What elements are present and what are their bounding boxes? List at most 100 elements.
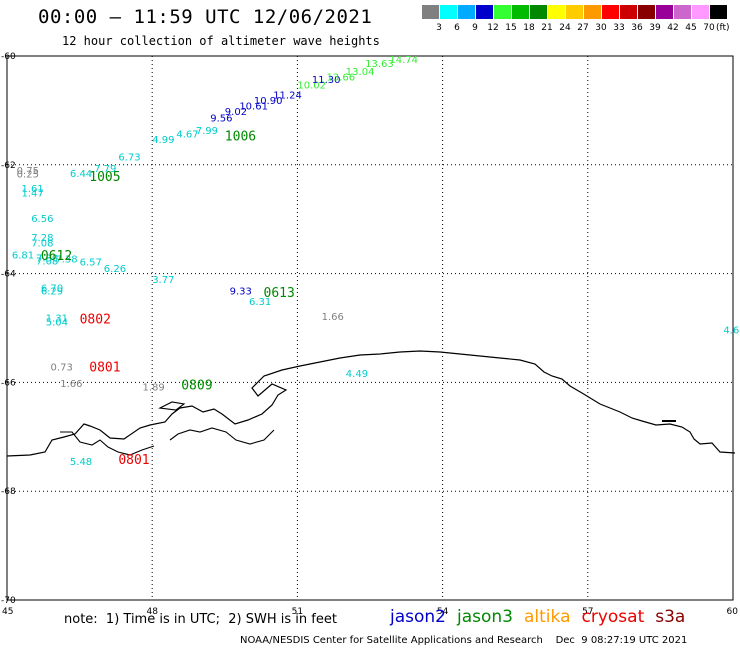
wave-height-value: 11.24: [273, 90, 302, 101]
x-tick-label: 51: [292, 607, 303, 617]
wave-height-value: 7.08: [31, 238, 53, 249]
wave-height-value: 4.99: [152, 135, 174, 146]
legend-swatch: [422, 5, 439, 19]
legend-swatch: [674, 5, 691, 19]
legend-label: 15: [505, 23, 517, 33]
wave-height-value: 5.48: [70, 457, 92, 468]
legend-swatch: [530, 5, 547, 19]
legend-swatch: [476, 5, 493, 19]
pass-time-label: 1006: [225, 129, 256, 144]
wave-height-value: 6.44: [70, 169, 92, 180]
y-tick-label: -64: [1, 270, 16, 280]
wave-height-value: 1.66: [322, 312, 344, 323]
legend-swatch: [692, 5, 709, 19]
pass-time-label: 0802: [80, 313, 111, 328]
lat-lon-grid: [7, 56, 733, 600]
y-tick-label: -70: [1, 596, 16, 606]
legend-label: 39: [649, 23, 661, 33]
wave-height-value: 6.73: [118, 152, 140, 163]
wave-height-value: 13.66: [326, 72, 355, 83]
wave-height-value: 10.61: [239, 101, 268, 112]
pass-time-label: 0801: [89, 361, 120, 376]
pass-time-label: 0613: [264, 286, 295, 301]
wave-height-value: 1.66: [60, 379, 82, 390]
wave-height-value: 0.75: [17, 166, 39, 177]
legend-label: 18: [523, 23, 535, 33]
satellite-name: cryosat: [581, 607, 645, 627]
legend-label: 24: [559, 23, 571, 33]
legend-label: 36: [631, 23, 643, 33]
wave-height-value: 14.74: [389, 55, 418, 66]
satellite-name: s3a: [655, 607, 686, 627]
wave-height-value: 6.29: [41, 286, 63, 297]
legend-swatch: [656, 5, 673, 19]
legend-label: 21: [541, 23, 553, 33]
antarctica-coastline: [6, 350, 736, 457]
legend-label: 45: [685, 23, 697, 33]
legend-label: 27: [577, 23, 589, 33]
axis-tick-labels: 45 48 51 54 57 60 -60 -62 -64 -66 -68 -70: [1, 52, 738, 617]
wave-height-value: 6.26: [104, 264, 126, 275]
coastline-inlet: [60, 431, 155, 456]
wave-height-value: 4.49: [346, 369, 368, 380]
wave-height-value: 9.56: [210, 113, 232, 124]
legend-swatch: [458, 5, 475, 19]
x-tick-label: 45: [2, 607, 13, 617]
legend-unit: (ft): [716, 23, 730, 33]
legend-swatch: [638, 5, 655, 19]
satellite-legend: jason2 jason3 altika cryosat s3a: [390, 607, 696, 627]
legend-label: 70: [703, 23, 715, 33]
wave-height-value: 10.90: [254, 96, 283, 107]
satellite-name: jason3: [457, 607, 513, 627]
wave-height-value: 7.28: [31, 233, 53, 244]
legend-swatch: [566, 5, 583, 19]
satellite-name: altika: [524, 607, 571, 627]
wave-height-value: 5.04: [46, 317, 68, 328]
x-tick-label: 54: [437, 607, 449, 617]
island: [158, 401, 186, 411]
legend-label: 30: [595, 23, 607, 33]
legend-swatch: [494, 5, 511, 19]
observation-labels: 0.750.251.611.476.567.287.086.81 7.307.08…: [12, 55, 739, 468]
satellite-name: jason2: [390, 607, 446, 627]
x-tick-label: 60: [727, 607, 739, 617]
wave-height-value: 6.56: [31, 214, 53, 225]
pass-time-label: 0809: [181, 378, 212, 393]
legend-label: 3: [436, 23, 442, 33]
legend-label: 33: [613, 23, 625, 33]
coastline-inlet-2: [169, 427, 275, 445]
wave-height-value: 6.81: [12, 250, 34, 261]
x-tick-label: 57: [582, 607, 593, 617]
legend-swatch: [440, 5, 457, 19]
wave-height-value: 6.57: [80, 257, 102, 268]
wave-height-value: 7.08: [36, 256, 58, 267]
wave-height-value: 7.79: [94, 164, 116, 175]
wave-height-value: 9.02: [225, 107, 247, 118]
wave-height-value: 11.30: [312, 75, 341, 86]
legend-label: 9: [472, 23, 478, 33]
legend-swatch: [512, 5, 529, 19]
legend-swatch: [620, 5, 637, 19]
x-tick-label: 48: [146, 607, 158, 617]
wave-height-value: 0.73: [51, 362, 73, 373]
y-tick-label: -60: [1, 52, 16, 62]
wave-height-value: 13.63: [365, 59, 394, 70]
footnote: note: 1) Time is in UTC; 2) SWH is in fe…: [64, 612, 337, 627]
legend-label: 6: [454, 23, 460, 33]
wave-height-value: 13.04: [346, 67, 375, 78]
y-tick-label: -68: [1, 487, 16, 497]
wave-height-value: 7.99: [196, 126, 218, 137]
wave-height-value: 6.70: [41, 284, 63, 295]
legend-label: 42: [667, 23, 679, 33]
wave-height-value: 1.31: [46, 313, 68, 324]
wave-height-value: 1.89: [143, 383, 165, 394]
pass-time-label: 0612: [41, 249, 72, 264]
legend-swatch: [602, 5, 619, 19]
legend-swatch: [584, 5, 601, 19]
chart-title: 00:00 – 11:59 UTC 12/06/2021: [38, 6, 373, 28]
pass-time-label: 0801: [118, 453, 149, 468]
legend-swatch: [710, 5, 727, 19]
plot-border: [6, 55, 734, 601]
time-labels: 1005 1006 0612 0613 0802 0801 0809 0801: [41, 129, 295, 468]
